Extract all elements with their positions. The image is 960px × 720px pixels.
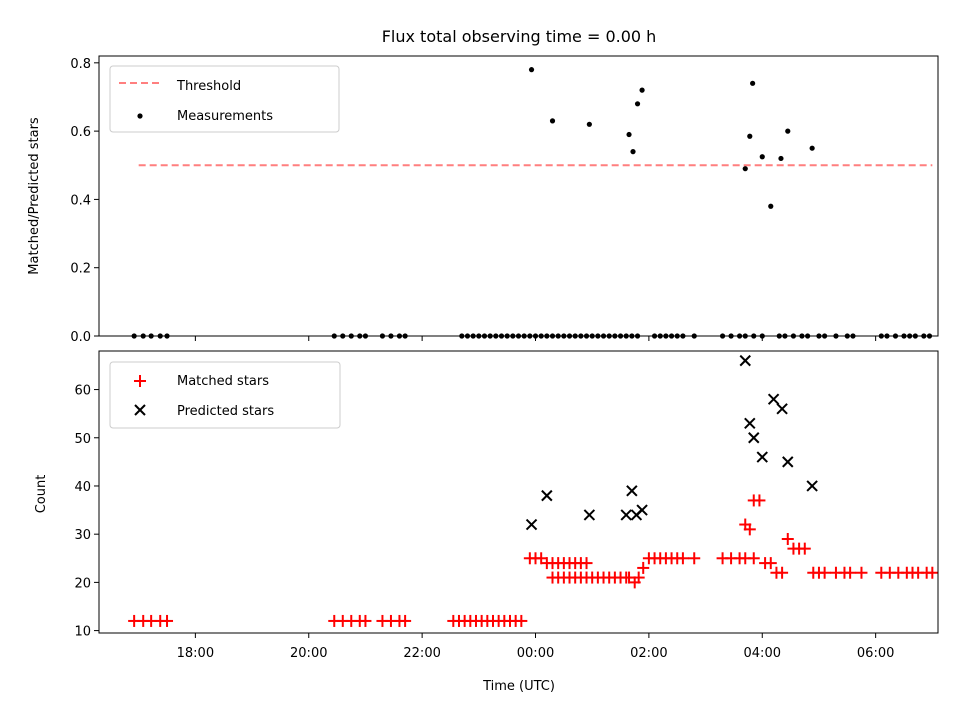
measurement-point: [747, 133, 753, 139]
predicted-star-point: [525, 518, 538, 531]
predicted-star-point: [739, 354, 751, 367]
bottom-y-tick-label: 50: [74, 432, 91, 447]
measurements-legend-label: Measurements: [177, 109, 273, 124]
top-y-ticks: 0.0 0.2 0.4 0.6 0.8: [70, 57, 99, 345]
bottom-axes-frame: [98, 350, 939, 634]
matched-star-point: [753, 494, 766, 507]
bottom-x-tick-label: 06:00: [857, 646, 894, 661]
matched-star-point: [676, 552, 689, 565]
predicted-star-point: [756, 451, 768, 463]
top-y-tick-label: 0.8: [70, 57, 91, 72]
bottom-y-tick-label: 10: [74, 625, 91, 640]
measurement-point: [549, 118, 556, 124]
matched-star-point: [637, 561, 650, 574]
predicted-legend-label: Predicted stars: [177, 404, 274, 419]
predicted-star-point: [806, 480, 818, 492]
bottom-x-tick-label: 00:00: [517, 646, 554, 661]
predicted-star-point: [626, 485, 638, 497]
matched-star-point: [743, 523, 756, 536]
predicted-star-point: [748, 432, 760, 444]
bottom-x-axis-label: Time (UTC): [482, 679, 555, 694]
measurement-point: [785, 128, 791, 134]
top-axes-frame: [98, 55, 939, 337]
measurement-point: [634, 101, 641, 107]
predicted-star-point: [583, 509, 596, 521]
bottom-x-tick-label: 18:00: [177, 646, 214, 661]
matched-star-point: [515, 614, 528, 627]
bottom-y-ticks: 10 20 30 40 50 60: [74, 384, 99, 640]
bottom-legend: Matched stars Predicted stars: [109, 361, 341, 429]
matched-star-point: [688, 552, 701, 565]
matched-star-point: [764, 557, 777, 570]
matched-star-point: [399, 614, 412, 627]
bottom-x-ticks: 18:00 20:00 22:00 00:00 02:00 04:00 06:00: [177, 633, 894, 661]
top-y-tick-label: 0.2: [70, 262, 91, 277]
top-legend: Threshold Measurements: [109, 65, 340, 133]
top-legend-box: [109, 65, 340, 133]
bottom-x-tick-label: 04:00: [744, 646, 781, 661]
predicted-star-point: [636, 504, 648, 516]
measurement-point: [639, 87, 645, 93]
top-panel: 0.00.20.40.60.8 Matched/Predicted stars …: [27, 55, 939, 345]
matched-star-point: [818, 566, 831, 579]
measurement-point: [528, 67, 535, 73]
predicted-star-point: [620, 509, 632, 521]
matched-star-point: [580, 557, 593, 570]
predicted-star-point: [541, 489, 553, 502]
matched-star-point: [359, 614, 372, 627]
matched-star-point: [781, 533, 794, 545]
predicted-star-point: [767, 393, 780, 405]
top-x-ticks: [194, 336, 877, 341]
matched-legend-label: Matched stars: [177, 374, 269, 389]
bottom-x-tick-label: 02:00: [630, 646, 667, 661]
bottom-y-tick-label: 20: [74, 576, 91, 591]
measurement-point: [750, 80, 756, 86]
bottom-y-tick-label: 60: [74, 384, 91, 399]
chart-title: Flux total observing time = 0.00 h: [382, 27, 657, 46]
top-y-tick-label: 0.0: [70, 330, 91, 345]
bottom-plot-area: [128, 354, 939, 627]
top-y-tick-label: 0.4: [70, 193, 91, 208]
measurement-point: [768, 203, 774, 209]
measurement-point: [630, 149, 636, 155]
measurement-point: [809, 145, 815, 151]
top-y-axis-label: Matched/Predicted stars: [27, 117, 42, 275]
bottom-legend-box: [109, 361, 341, 429]
matched-legend-swatch: [134, 375, 146, 387]
matched-star-point: [798, 542, 811, 555]
measurement-point: [778, 155, 784, 162]
predicted-star-point: [776, 403, 788, 415]
top-y-tick-label: 0.6: [70, 125, 91, 140]
bottom-y-tick-label: 40: [74, 480, 91, 495]
matched-star-point: [855, 566, 868, 579]
matched-star-point: [632, 571, 645, 584]
bottom-panel: 10 20 30 40 50 60 18:00 20:00 22:00 00:00 02:00 04…: [34, 350, 939, 694]
measurement-point: [626, 131, 632, 138]
matched-star-point: [161, 614, 174, 627]
matched-star-point: [776, 566, 789, 579]
matched-star-point: [747, 552, 760, 565]
bottom-x-tick-label: 22:00: [403, 646, 440, 661]
threshold-legend-label: Threshold: [176, 79, 241, 94]
measurement-point: [742, 166, 748, 172]
predicted-legend-swatch: [134, 404, 146, 416]
measurement-point: [586, 121, 592, 127]
bottom-y-axis-label: Count: [34, 475, 49, 514]
bottom-x-tick-label: 20:00: [290, 646, 327, 661]
measurement-point: [759, 154, 765, 160]
matched-star-point: [844, 566, 857, 579]
matched-star-point: [926, 566, 939, 579]
predicted-star-point: [782, 456, 794, 468]
predicted-star-point: [744, 417, 756, 430]
measurements-legend-swatch: [137, 113, 143, 119]
bottom-y-tick-label: 30: [74, 528, 91, 543]
